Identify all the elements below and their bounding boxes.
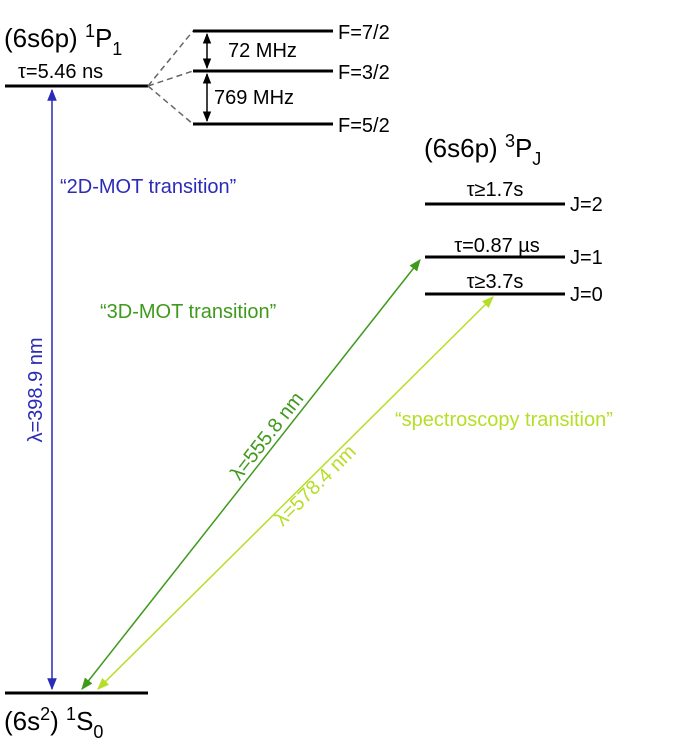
- sublevel-label: J=1: [570, 247, 603, 269]
- sublevel-lifetime: τ≥1.7s: [467, 179, 524, 201]
- hyperfine-label: F=3/2: [338, 62, 390, 84]
- transition-arrow: [97, 296, 494, 690]
- hyperfine-label: F=7/2: [338, 22, 390, 44]
- transition-name: “2D-MOT transition”: [60, 176, 236, 198]
- triplet-term: (6s6p) 3PJ: [424, 131, 541, 169]
- sublevel-lifetime: τ≥3.7s: [467, 271, 524, 293]
- ground-term: (6s2) 1S0: [4, 704, 103, 742]
- sublevel-lifetime: τ=0.87 µs: [454, 235, 540, 257]
- singlet-lifetime: τ=5.46 ns: [18, 61, 103, 83]
- transition-name: “3D-MOT transition”: [100, 301, 276, 323]
- sublevel-label: J=2: [570, 194, 603, 216]
- hyperfine-label: F=5/2: [338, 115, 390, 137]
- transition-wavelength: λ=578.4 nm: [271, 441, 361, 531]
- transition-wavelength: λ=398.9 nm: [25, 337, 47, 442]
- splitting-label: 72 MHz: [228, 40, 297, 62]
- sublevel-label: J=0: [570, 284, 603, 306]
- hyperfine-connectors: [147, 30, 194, 125]
- singlet-term: (6s6p) 1P1: [4, 21, 122, 59]
- transition-wavelength: λ=555.8 nm: [226, 388, 308, 484]
- splitting-label: 769 MHz: [214, 87, 294, 109]
- transition-name: “spectroscopy transition”: [395, 409, 613, 431]
